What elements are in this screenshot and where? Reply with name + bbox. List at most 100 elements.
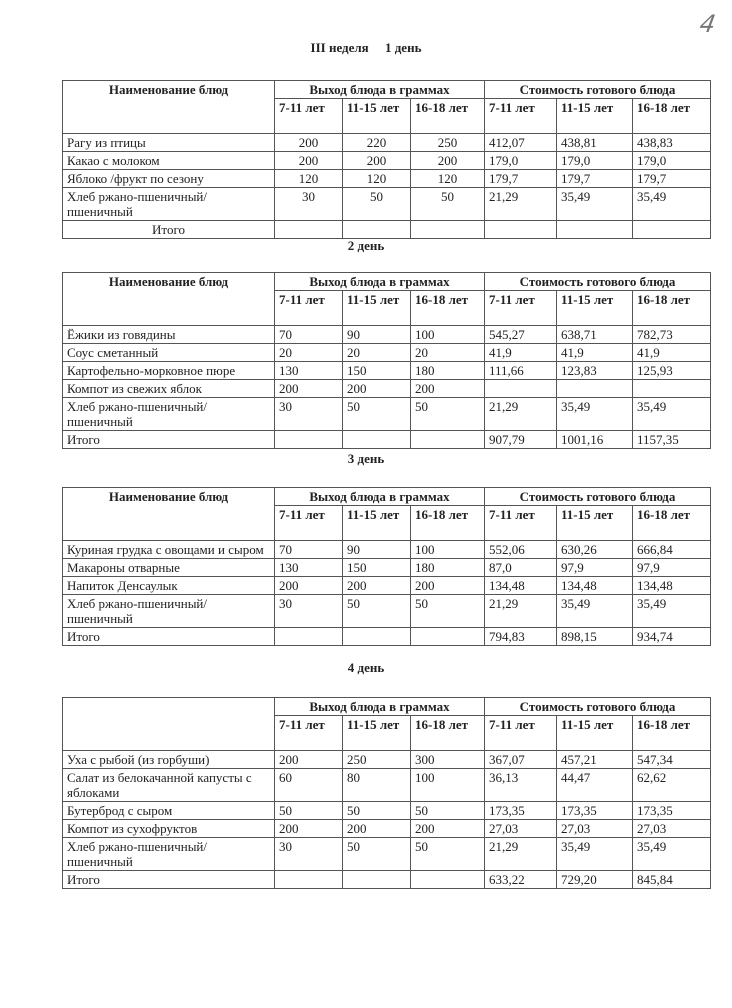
menu-table: Выход блюда в граммах Стоимость готового …: [62, 697, 712, 889]
total-label: Итого: [62, 430, 275, 449]
cost-value: 179,0: [484, 151, 557, 170]
dish-name: Соус сметанный: [62, 343, 275, 362]
cost-header: Стоимость готового блюда: [483, 80, 712, 99]
yield-grams: 200: [410, 819, 485, 838]
cost-value: 35,49: [556, 187, 633, 221]
cost-value: [556, 379, 633, 398]
age-group-header: 11-15 лет: [556, 715, 633, 751]
cost-value: 41,9: [556, 343, 633, 362]
total-value: 845,84: [631, 870, 712, 889]
cost-value: 438,83: [631, 133, 712, 152]
total-value: [410, 430, 485, 449]
cost-value: 36,13: [484, 768, 557, 802]
total-label: Итого: [62, 220, 275, 239]
menu-table: Наименование блюд Выход блюда в граммах Ст…: [62, 487, 712, 646]
cost-value: 35,49: [631, 187, 712, 221]
age-group-header: 16-18 лет: [410, 505, 485, 541]
dish-row: Макароны отварные 130 150 180 87,0 97,9 97,9: [62, 558, 712, 577]
yield-grams: 200: [274, 133, 343, 152]
dish-name-header: [62, 697, 275, 751]
yield-grams: 50: [410, 187, 485, 221]
day-heading: III неделя 1 день: [0, 40, 732, 56]
yield-grams: 100: [410, 768, 485, 802]
cost-value: 97,9: [556, 558, 633, 577]
yield-grams: 200: [342, 151, 411, 170]
cost-value: 35,49: [631, 397, 712, 431]
dish-row: Яблоко /фрукт по сезону 120 120 120 179,7 179…: [62, 169, 712, 188]
day-heading: 2 день: [0, 238, 732, 254]
cost-value: 27,03: [556, 819, 633, 838]
dish-name: Яблоко /фрукт по сезону: [62, 169, 275, 188]
header-row: Выход блюда в граммах Стоимость готового …: [62, 697, 712, 751]
yield-grams: 180: [410, 361, 485, 380]
dish-row: Хлеб ржано-пшеничный/пшеничный 30 50 50 21,2…: [62, 397, 712, 431]
dish-name: Уха с рыбой (из горбуши): [62, 750, 275, 769]
dish-row: Рагу из птицы 200 220 250 412,07 438,81 438,83: [62, 133, 712, 152]
yield-grams: 60: [274, 768, 343, 802]
total-value: [274, 870, 343, 889]
dish-row: Напиток Денсаулык 200 200 200 134,48 134,48 13…: [62, 576, 712, 595]
yield-grams: 50: [410, 801, 485, 820]
age-header-row: 7-11 лет 11-15 лет 16-18 лет 7-11 лет 11-15 …: [63, 98, 712, 134]
yield-grams: 200: [274, 750, 343, 769]
total-label: Итого: [62, 627, 275, 646]
yield-grams: 250: [410, 133, 485, 152]
cost-header: Стоимость готового блюда: [483, 697, 712, 716]
age-group-header: 16-18 лет: [631, 290, 712, 326]
cost-value: 134,48: [484, 576, 557, 595]
cost-value: [631, 379, 712, 398]
total-value: [556, 220, 633, 239]
yield-grams: 150: [342, 558, 411, 577]
cost-value: 35,49: [556, 397, 633, 431]
day-title: 2 день: [347, 238, 385, 253]
yield-grams: 100: [410, 540, 485, 559]
yield-grams: 150: [342, 361, 411, 380]
yield-grams: 90: [342, 325, 411, 344]
cost-header: Стоимость готового блюда: [483, 487, 712, 506]
age-group-header: 7-11 лет: [274, 290, 343, 326]
yield-grams: 200: [342, 379, 411, 398]
total-value: [410, 220, 485, 239]
cost-value: 35,49: [556, 837, 633, 871]
age-group-header: 11-15 лет: [342, 290, 411, 326]
cost-value: 111,66: [484, 361, 557, 380]
cost-value: 179,0: [631, 151, 712, 170]
cost-value: 35,49: [631, 837, 712, 871]
week-title: III неделя: [310, 40, 369, 55]
total-value: [342, 627, 411, 646]
age-group-header: 11-15 лет: [556, 290, 633, 326]
dish-name: Куриная грудка с овощами и сыром: [62, 540, 275, 559]
dish-name: Хлеб ржано-пшеничный/пшеничный: [62, 397, 275, 431]
cost-value: 782,73: [631, 325, 712, 344]
yield-grams: 30: [274, 837, 343, 871]
yield-grams: 250: [342, 750, 411, 769]
total-value: 898,15: [556, 627, 633, 646]
age-group-header: 11-15 лет: [342, 98, 411, 134]
dish-name: Рагу из птицы: [62, 133, 275, 152]
yield-grams: 200: [274, 379, 343, 398]
yield-grams: 90: [342, 540, 411, 559]
cost-value: 666,84: [631, 540, 712, 559]
dish-row: Компот из свежих яблок 200 200 200: [62, 379, 712, 398]
dish-name: Макароны отварные: [62, 558, 275, 577]
cost-value: 457,21: [556, 750, 633, 769]
cost-value: 27,03: [484, 819, 557, 838]
cost-value: 62,62: [631, 768, 712, 802]
cost-value: [484, 379, 557, 398]
cost-value: 412,07: [484, 133, 557, 152]
day-heading: 4 день: [0, 660, 732, 676]
dish-name: Хлеб ржано-пшеничный/пшеничный: [62, 837, 275, 871]
cost-value: 179,7: [556, 169, 633, 188]
total-label: Итого: [62, 870, 275, 889]
yield-grams: 50: [342, 837, 411, 871]
day-title: 1 день: [384, 40, 422, 55]
age-group-header: 7-11 лет: [274, 505, 343, 541]
age-group-header: 7-11 лет: [484, 505, 557, 541]
total-value: 633,22: [484, 870, 557, 889]
total-value: [274, 220, 343, 239]
yield-header: Выход блюда в граммах: [274, 272, 485, 291]
dish-row: Салат из белокачанной капусты с яблоками…: [62, 768, 712, 802]
cost-header: Стоимость готового блюда: [483, 272, 712, 291]
dish-name: Хлеб ржано-пшеничный/пшеничный: [62, 594, 275, 628]
dish-name: Ёжики из говядины: [62, 325, 275, 344]
